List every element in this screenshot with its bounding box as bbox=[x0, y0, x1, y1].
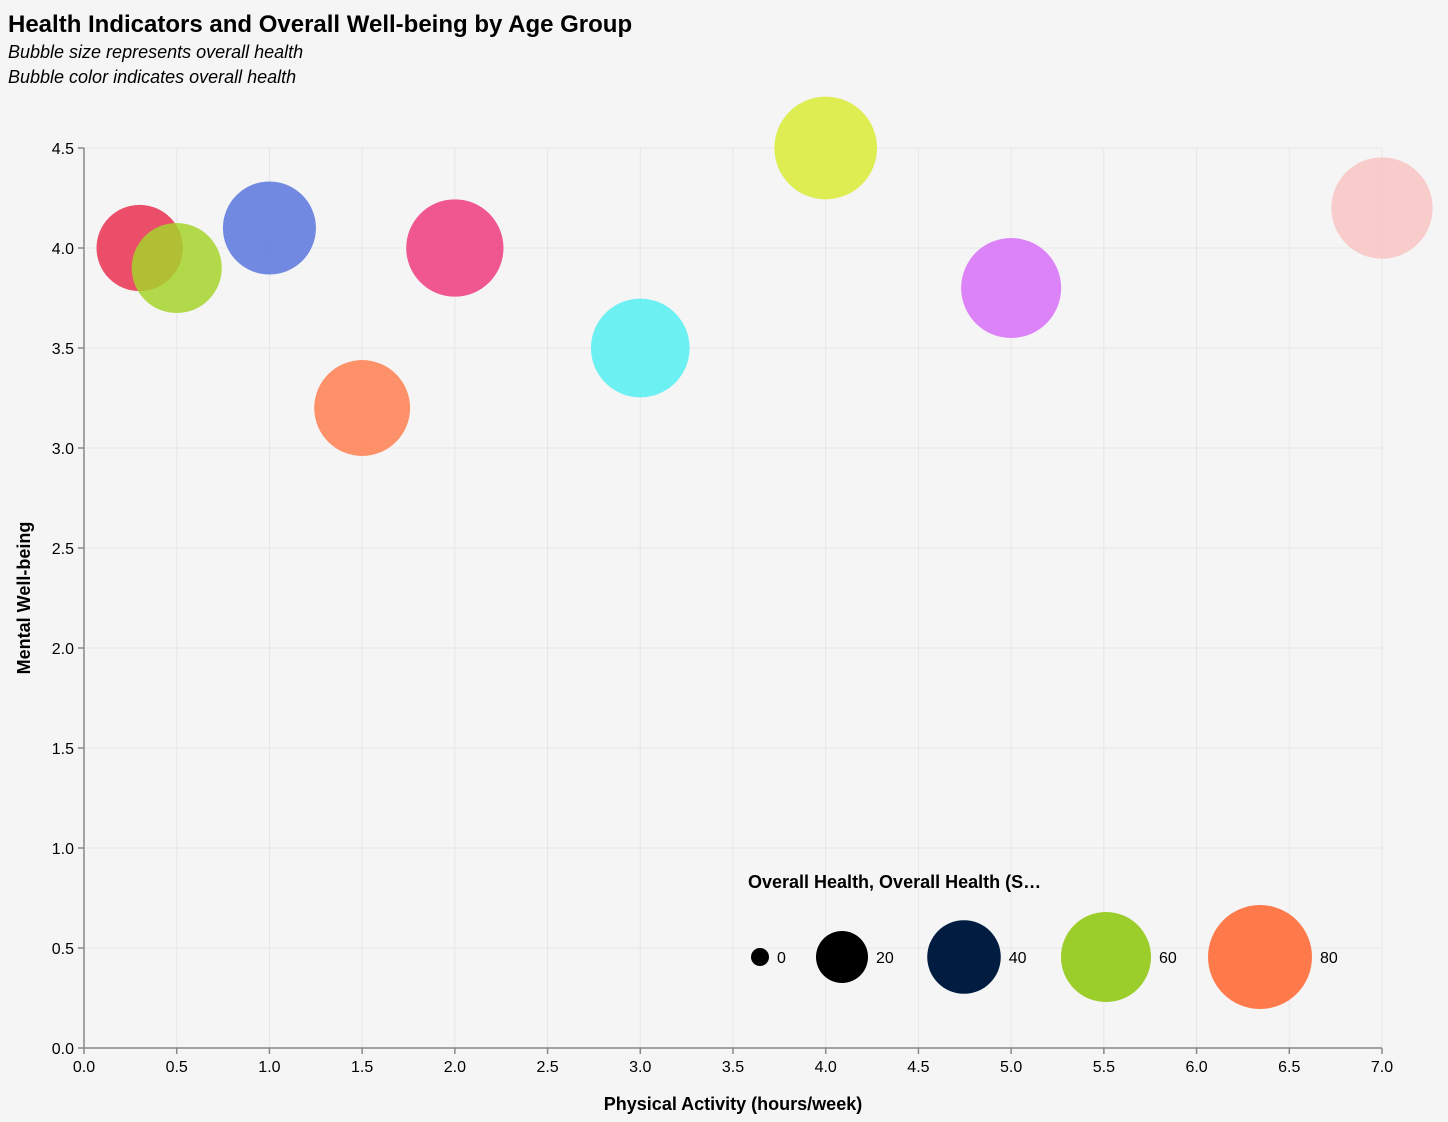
x-tick-label: 3.0 bbox=[629, 1059, 651, 1076]
legend-label: 40 bbox=[1009, 950, 1027, 967]
y-tick-label: 2.5 bbox=[52, 541, 74, 558]
data-points bbox=[96, 96, 1433, 456]
bubble-point[interactable] bbox=[314, 360, 411, 456]
bubble-point[interactable] bbox=[590, 298, 690, 398]
legend-label: 20 bbox=[876, 950, 894, 967]
bubble-point[interactable] bbox=[406, 199, 504, 297]
y-tick-label: 4.5 bbox=[52, 141, 74, 158]
legend-label: 60 bbox=[1159, 950, 1177, 967]
chart-title: Health Indicators and Overall Well-being… bbox=[8, 11, 632, 38]
x-tick-label: 5.5 bbox=[1093, 1059, 1115, 1076]
chart-subtitle-line-2: Bubble color indicates overall health bbox=[8, 67, 296, 87]
bubble-point[interactable] bbox=[774, 96, 878, 200]
legend-symbol bbox=[1060, 911, 1152, 1003]
x-tick-label: 6.0 bbox=[1185, 1059, 1207, 1076]
x-tick-label: 5.0 bbox=[1000, 1059, 1022, 1076]
bubble-point[interactable] bbox=[222, 181, 316, 275]
y-tick-label: 3.5 bbox=[52, 341, 74, 358]
x-tick-label: 6.5 bbox=[1278, 1059, 1300, 1076]
x-tick-label: 7.0 bbox=[1371, 1059, 1393, 1076]
legend-label: 0 bbox=[777, 950, 786, 967]
y-tick-label: 2.0 bbox=[52, 641, 74, 658]
axes: 0.0 0.5 1.0 1.5 2.0 2.5 3.0 3.5 4.0 4.5 5.0 5.5 6.0 6… bbox=[52, 141, 1393, 1076]
legend-label: 80 bbox=[1320, 950, 1338, 967]
legend-title: Overall Health, Overall Health (S… bbox=[748, 872, 1041, 892]
y-tick-label: 0.5 bbox=[52, 941, 74, 958]
y-tick-label: 3.0 bbox=[52, 441, 74, 458]
x-tick-label: 2.5 bbox=[536, 1059, 558, 1076]
legend: Overall Health, Overall Health (S… 0 20 40… bbox=[748, 872, 1338, 1009]
x-tick-label: 1.5 bbox=[351, 1059, 373, 1076]
legend-symbol bbox=[751, 948, 769, 966]
x-tick-label: 3.5 bbox=[722, 1059, 744, 1076]
legend-symbol bbox=[1208, 905, 1312, 1009]
x-tick-label: 4.5 bbox=[907, 1059, 929, 1076]
y-tick-label: 1.0 bbox=[52, 841, 74, 858]
bubble-point[interactable] bbox=[131, 222, 222, 314]
grid-lines bbox=[83, 147, 1383, 1049]
x-tick-label: 0.5 bbox=[166, 1059, 188, 1076]
chart-subtitle-line-1: Bubble size represents overall health bbox=[8, 42, 303, 62]
y-tick-label: 4.0 bbox=[52, 241, 74, 258]
legend-symbol bbox=[816, 931, 868, 983]
x-tick-label: 4.0 bbox=[815, 1059, 837, 1076]
x-axis-title: Physical Activity (hours/week) bbox=[604, 1094, 862, 1114]
legend-symbol bbox=[927, 920, 1001, 994]
y-tick-label: 0.0 bbox=[52, 1041, 74, 1058]
x-tick-label: 0.0 bbox=[73, 1059, 95, 1076]
x-tick-label: 2.0 bbox=[444, 1059, 466, 1076]
y-axis-title: Mental Well-being bbox=[14, 522, 34, 675]
bubble-point[interactable] bbox=[961, 237, 1062, 339]
y-tick-label: 1.5 bbox=[52, 741, 74, 758]
bubble-point[interactable] bbox=[1331, 157, 1433, 259]
x-tick-label: 1.0 bbox=[258, 1059, 280, 1076]
